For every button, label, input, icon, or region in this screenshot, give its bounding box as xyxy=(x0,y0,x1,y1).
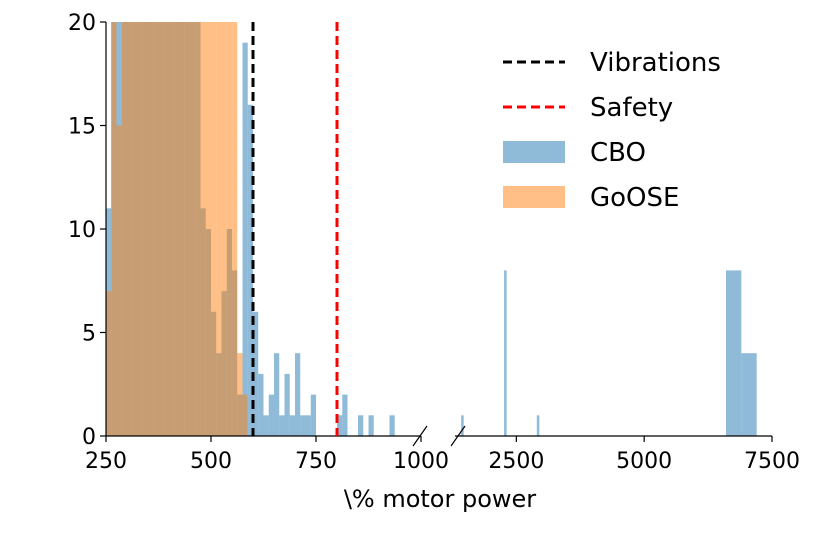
x-tick-label: 1000 xyxy=(393,449,449,474)
plot-area xyxy=(461,270,757,436)
histogram-bar xyxy=(263,415,269,436)
histogram-bar xyxy=(289,415,295,436)
histogram-bar xyxy=(536,415,540,436)
histogram-bar xyxy=(342,394,348,436)
histogram-bar xyxy=(137,22,143,436)
plot-area xyxy=(106,22,395,436)
y-tick-label: 15 xyxy=(68,115,96,140)
x-tick-label: 750 xyxy=(295,449,337,474)
histogram-bar xyxy=(232,22,238,436)
histogram-bar xyxy=(153,22,159,436)
histogram-bar xyxy=(305,415,311,436)
histogram-bar xyxy=(253,311,259,436)
y-tick-label: 20 xyxy=(68,11,96,36)
histogram-bar xyxy=(158,22,164,436)
x-tick-label: 2500 xyxy=(488,449,544,474)
histogram-bar xyxy=(247,104,253,436)
histogram-bar xyxy=(195,22,201,436)
histogram-bar xyxy=(310,394,316,436)
histogram-bar xyxy=(279,415,285,436)
histogram-bar xyxy=(268,394,274,436)
histogram-bar xyxy=(274,353,280,436)
histogram-bar xyxy=(741,353,757,436)
y-tick-label: 5 xyxy=(82,322,96,347)
histogram-bar xyxy=(121,22,127,436)
x-tick-label: 500 xyxy=(190,449,232,474)
histogram-bar xyxy=(148,22,154,436)
histogram-bar xyxy=(132,22,138,436)
histogram-bar xyxy=(300,415,306,436)
histogram-bar xyxy=(205,22,211,436)
histogram-bar xyxy=(226,22,232,436)
x-tick-label: 250 xyxy=(85,449,127,474)
histogram-bar xyxy=(211,22,217,436)
histogram-bar xyxy=(127,22,133,436)
histogram-bar xyxy=(284,373,290,436)
axis-break xyxy=(412,425,428,447)
histogram-bar xyxy=(368,415,374,436)
legend-label: GoOSE xyxy=(590,183,679,213)
plot-layer xyxy=(106,22,757,436)
histogram-bar xyxy=(295,353,301,436)
x-axis-label: \% motor power xyxy=(344,485,536,513)
y-tick-label: 0 xyxy=(82,425,96,450)
histogram-bar xyxy=(389,415,395,436)
histogram-bar xyxy=(337,415,343,436)
histogram-bar xyxy=(179,22,185,436)
histogram-bar xyxy=(174,22,180,436)
histogram-bar xyxy=(184,22,190,436)
histogram-bar xyxy=(358,415,364,436)
legend-label: Vibrations xyxy=(590,48,721,78)
histogram-bar xyxy=(111,22,117,436)
histogram-bar xyxy=(106,291,112,436)
histogram-bar xyxy=(200,22,206,436)
histogram-bar xyxy=(258,373,264,436)
histogram-bar xyxy=(242,394,248,436)
y-tick-label: 10 xyxy=(68,218,96,243)
axis-break xyxy=(450,425,466,447)
histogram-bar xyxy=(190,22,196,436)
histogram-bar xyxy=(242,42,248,436)
histogram-bar xyxy=(221,22,227,436)
legend-swatch xyxy=(503,186,565,208)
histogram-bar xyxy=(216,22,222,436)
histogram-bar xyxy=(504,270,507,436)
histogram-bar xyxy=(169,22,175,436)
histogram-bar xyxy=(116,125,122,436)
histogram-bar xyxy=(725,270,742,436)
x-tick-label: 7500 xyxy=(744,449,800,474)
legend-swatch xyxy=(503,141,565,163)
histogram-bar xyxy=(237,353,243,436)
histogram-bar xyxy=(163,22,169,436)
legend-label: CBO xyxy=(590,138,646,168)
x-tick-label: 5000 xyxy=(616,449,672,474)
histogram-bar xyxy=(461,415,464,436)
legend-label: Safety xyxy=(590,93,673,123)
histogram-bar xyxy=(142,22,148,436)
